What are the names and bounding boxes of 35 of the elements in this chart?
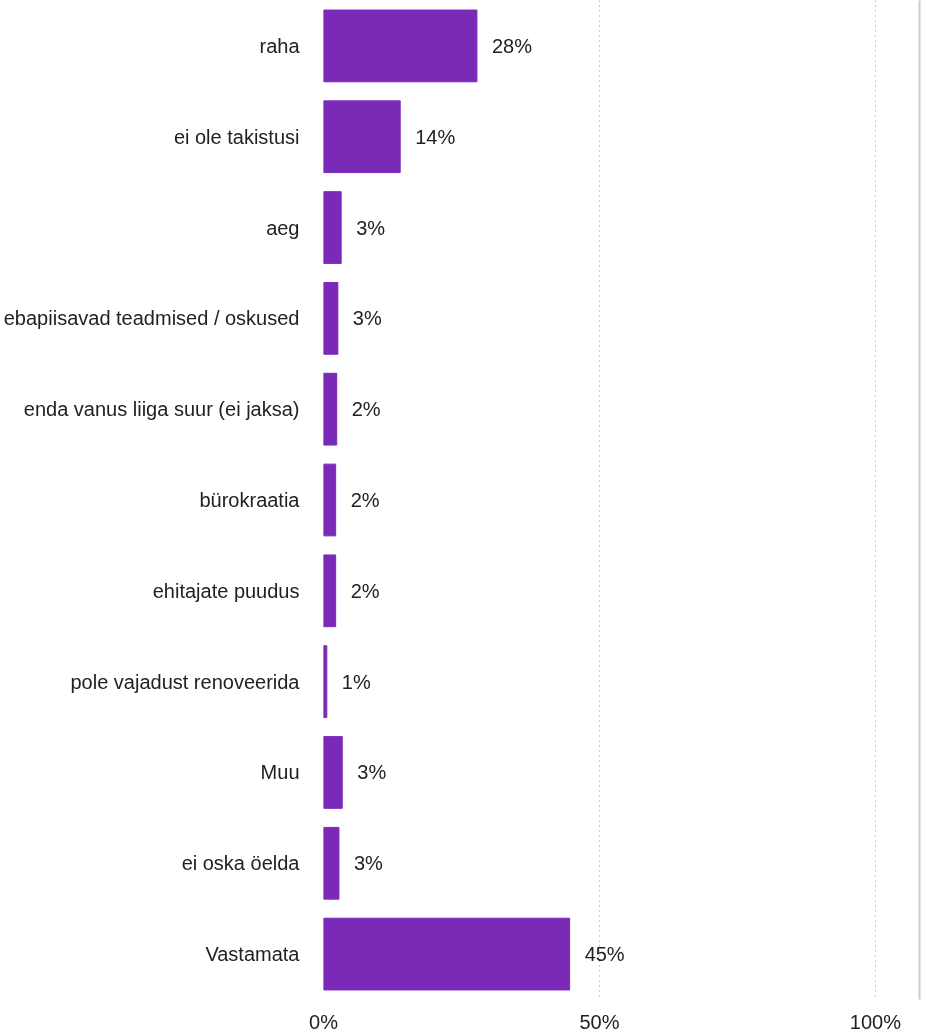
bar (323, 191, 342, 264)
y-tick-label: ehitajate puudus (152, 579, 300, 602)
x-tick-label: 50% (579, 1010, 620, 1033)
y-tick-label: enda vanus liiga suur (ei jaksa) (23, 398, 300, 421)
data-label: 2% (351, 398, 381, 421)
bar (323, 463, 337, 537)
data-label: 3% (356, 216, 386, 239)
y-tick-label: ebapiisavad teadmised / oskused (3, 307, 300, 330)
bar (323, 281, 339, 355)
bar (323, 736, 343, 809)
data-label: 1% (341, 670, 371, 693)
bar (323, 100, 401, 174)
y-tick-label: Muu (260, 761, 300, 784)
y-tick-label: raha (259, 34, 301, 57)
data-label: 3% (357, 761, 387, 784)
bar (323, 372, 338, 446)
data-label: 28% (491, 34, 533, 57)
data-label: 14% (415, 125, 456, 148)
data-label: 2% (350, 489, 380, 511)
y-tick-label: ei ole takistusi (173, 125, 300, 148)
bar (323, 917, 571, 991)
data-label: 3% (352, 307, 382, 330)
y-tick-label: ei oska öelda (181, 852, 301, 875)
y-tick-label: Vastamata (205, 943, 301, 966)
data-label: 2% (350, 579, 380, 602)
bar (323, 554, 337, 628)
x-tick-label: 100% (849, 1010, 902, 1033)
bar (323, 826, 340, 900)
data-label: 45% (584, 943, 625, 966)
bar (323, 9, 478, 83)
y-tick-label: pole vajadust renoveerida (70, 670, 301, 693)
y-tick-label: aeg (266, 216, 300, 239)
data-label: 3% (353, 852, 384, 875)
x-tick-label: 0% (309, 1010, 339, 1033)
y-tick-label: bürokraatia (199, 489, 301, 511)
